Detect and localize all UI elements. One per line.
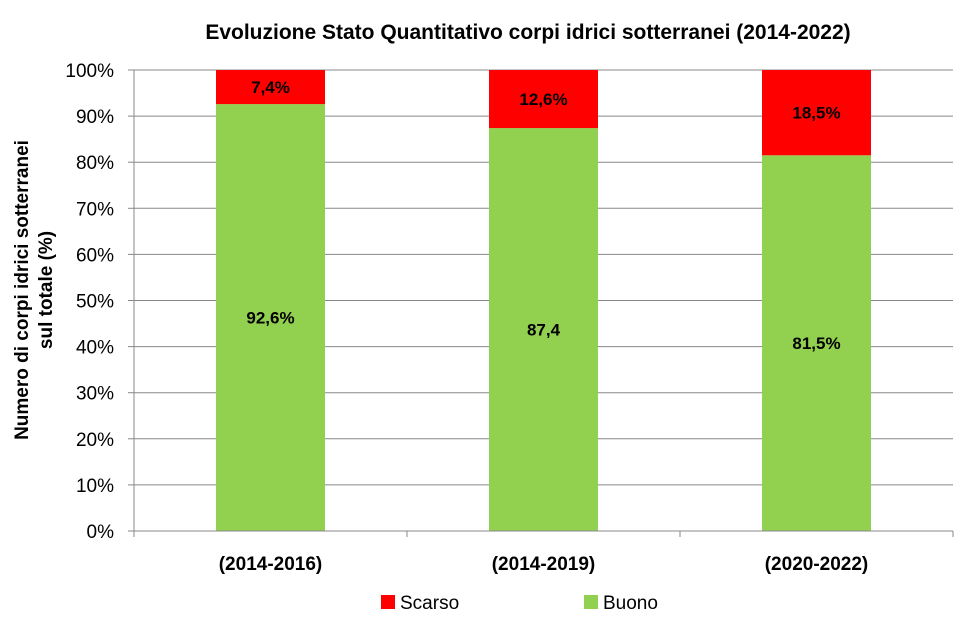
x-tick-label: (2014-2016): [219, 554, 323, 575]
y-tick-label: 70%: [76, 199, 114, 220]
data-label-buono: 87,4: [527, 321, 561, 340]
bar-segment-scarso: [762, 70, 871, 156]
y-tick-label: 10%: [76, 476, 114, 497]
data-label-scarso: 7,4%: [251, 78, 290, 97]
x-tick-label: (2014-2019): [492, 554, 596, 575]
y-tick-label: 80%: [76, 153, 114, 174]
y-tick-label: 0%: [87, 522, 115, 543]
bar-segment-buono: [489, 128, 598, 531]
y-tick-label: 40%: [76, 338, 114, 359]
y-tick-label: 100%: [65, 61, 114, 82]
data-label-scarso: 12,6%: [519, 90, 567, 109]
legend-label-scarso: Scarso: [400, 593, 459, 614]
legend-label-buono: Buono: [603, 593, 658, 614]
legend-swatch-scarso: [381, 595, 395, 609]
legend-swatch-buono: [584, 595, 598, 609]
y-tick-label: 20%: [76, 430, 114, 451]
bar-segment-buono: [216, 104, 325, 531]
y-tick-label: 30%: [76, 384, 114, 405]
y-tick-label: 50%: [76, 292, 114, 313]
chart-title: Evoluzione Stato Quantitativo corpi idri…: [205, 21, 850, 44]
bar-segment-buono: [762, 155, 871, 531]
y-tick-label: 60%: [76, 245, 114, 266]
bar-segment-scarso: [489, 70, 598, 129]
data-label-scarso: 18,5%: [792, 104, 840, 123]
y-axis-label-line-1: Numero di corpi idrici sotterranei: [12, 140, 33, 440]
y-tick-label: 90%: [76, 107, 114, 128]
y-axis-label-line-2: sul totale (%): [36, 231, 57, 349]
data-label-buono: 92,6%: [246, 309, 294, 328]
data-label-buono: 81,5%: [792, 334, 840, 353]
x-tick-label: (2020-2022): [765, 554, 869, 575]
bar-segment-scarso: [216, 70, 325, 105]
